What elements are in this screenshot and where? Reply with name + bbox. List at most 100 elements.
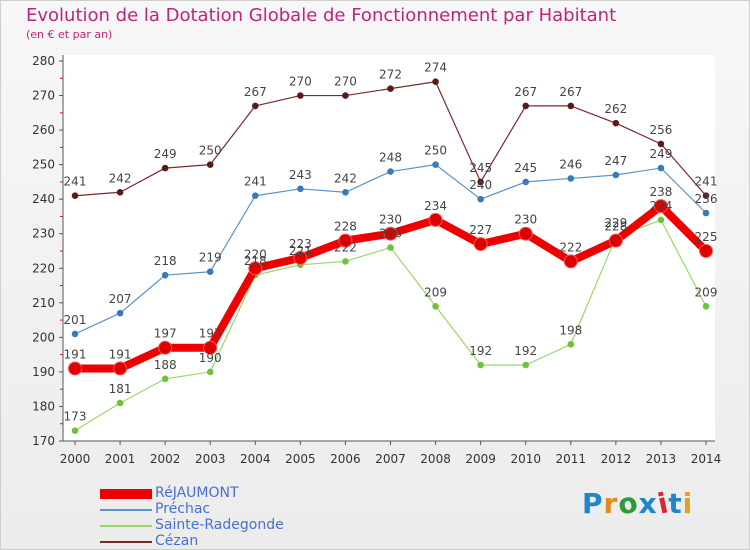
data-point-prechac (612, 171, 620, 179)
data-label-prechac: 250 (424, 144, 447, 158)
chart-legend: RéJAUMONT Préchac Sainte-Radegonde Cézan (100, 485, 360, 550)
data-label-cezan: 270 (289, 75, 312, 89)
data-point-rejaumont (473, 237, 488, 252)
logo-letter: r (603, 487, 619, 520)
data-label-rejaumont: 191 (64, 347, 87, 361)
data-point-prechac (161, 271, 169, 279)
data-point-prechac (387, 168, 394, 175)
data-point-rejaumont (699, 244, 713, 258)
data-point-cezan (567, 102, 575, 110)
x-tick-label: 2009 (465, 452, 496, 466)
legend-swatch (100, 489, 152, 499)
data-point-rejaumont (518, 226, 533, 241)
data-label-prechac: 241 (244, 175, 267, 189)
data-point-prechac (297, 185, 304, 193)
data-label-rejaumont: 222 (559, 240, 582, 254)
data-point-cezan (297, 92, 304, 99)
legend-item-prechac: Préchac (100, 501, 360, 518)
y-tick-label: 240 (32, 192, 55, 206)
logo-letter: x (638, 487, 658, 520)
data-label-sainte-radegonde: 209 (695, 285, 718, 299)
data-point-sainte-radegonde (657, 216, 665, 224)
data-point-cezan (387, 85, 394, 92)
x-tick-label: 2004 (240, 452, 271, 466)
chart-title: Evolution de la Dotation Globale de Fonc… (26, 5, 617, 26)
data-label-sainte-radegonde: 181 (109, 382, 132, 396)
proxiti-logo: Proxiti (582, 485, 694, 521)
data-point-rejaumont (248, 261, 263, 276)
data-point-sainte-radegonde (567, 340, 575, 348)
data-label-sainte-radegonde: 222 (334, 240, 357, 254)
data-point-prechac (71, 330, 79, 338)
data-label-cezan: 256 (649, 123, 672, 137)
data-point-sainte-radegonde (387, 244, 394, 251)
data-point-cezan (657, 140, 665, 148)
data-label-cezan: 274 (424, 61, 447, 75)
y-tick-label: 230 (32, 227, 55, 241)
data-point-cezan (477, 178, 484, 186)
data-label-sainte-radegonde: 192 (469, 344, 492, 358)
data-point-rejaumont (563, 254, 578, 269)
data-label-prechac: 246 (559, 157, 582, 171)
data-label-rejaumont: 228 (334, 220, 357, 234)
data-label-cezan: 267 (559, 85, 582, 99)
data-label-prechac: 242 (334, 171, 357, 185)
data-point-sainte-radegonde (342, 258, 349, 265)
data-point-prechac (432, 161, 439, 168)
data-label-sainte-radegonde: 188 (154, 358, 177, 372)
data-label-cezan: 262 (604, 102, 627, 116)
data-point-rejaumont (653, 199, 668, 214)
logo-letter: i (682, 487, 694, 520)
data-label-sainte-radegonde: 192 (514, 344, 537, 358)
data-point-prechac (116, 309, 124, 317)
data-label-rejaumont: 225 (695, 230, 718, 244)
data-point-prechac (206, 268, 214, 276)
data-label-cezan: 245 (469, 161, 492, 175)
x-tick-label: 2011 (556, 452, 587, 466)
logo-letter: t (668, 487, 683, 520)
data-label-prechac: 201 (64, 313, 87, 327)
data-label-prechac: 240 (469, 178, 492, 192)
data-label-rejaumont: 223 (289, 237, 312, 251)
data-point-cezan (522, 102, 530, 110)
data-point-rejaumont (158, 340, 173, 355)
data-point-sainte-radegonde (477, 361, 484, 369)
data-point-rejaumont (68, 361, 82, 376)
x-tick-label: 2002 (150, 452, 181, 466)
legend-swatch (100, 541, 152, 543)
y-tick-label: 210 (32, 296, 55, 310)
data-label-cezan: 241 (64, 175, 87, 189)
data-label-prechac: 207 (109, 292, 132, 306)
data-point-sainte-radegonde (702, 302, 710, 310)
data-point-prechac (702, 209, 710, 217)
legend-item-sainte-radegonde: Sainte-Radegonde (100, 517, 360, 534)
data-label-prechac: 219 (199, 251, 222, 265)
data-label-rejaumont: 234 (424, 199, 447, 213)
x-tick-label: 2001 (105, 452, 136, 466)
legend-label: Sainte-Radegonde (155, 517, 284, 533)
x-tick-label: 2003 (195, 452, 226, 466)
x-tick-label: 2006 (330, 452, 361, 466)
data-label-rejaumont: 227 (469, 223, 492, 237)
data-label-rejaumont: 191 (109, 347, 132, 361)
data-point-sainte-radegonde (206, 368, 214, 376)
data-point-cezan (161, 164, 169, 172)
data-point-rejaumont (203, 340, 218, 355)
data-label-prechac: 249 (649, 147, 672, 161)
data-point-rejaumont (338, 233, 353, 248)
data-label-prechac: 218 (154, 254, 177, 268)
y-tick-label: 170 (32, 434, 55, 448)
data-label-rejaumont: 228 (604, 220, 627, 234)
data-point-rejaumont (608, 233, 623, 248)
data-label-sainte-radegonde: 234 (649, 199, 672, 213)
data-label-prechac: 247 (604, 154, 627, 168)
data-label-rejaumont: 230 (379, 213, 402, 227)
legend-swatch (100, 525, 152, 527)
legend-item-rejaumont: RéJAUMONT (100, 485, 360, 502)
x-tick-label: 2008 (420, 452, 451, 466)
data-label-cezan: 267 (514, 85, 537, 99)
data-label-cezan: 241 (695, 175, 718, 189)
data-point-prechac (251, 192, 259, 200)
data-point-prechac (657, 164, 665, 172)
legend-swatch (100, 509, 152, 511)
